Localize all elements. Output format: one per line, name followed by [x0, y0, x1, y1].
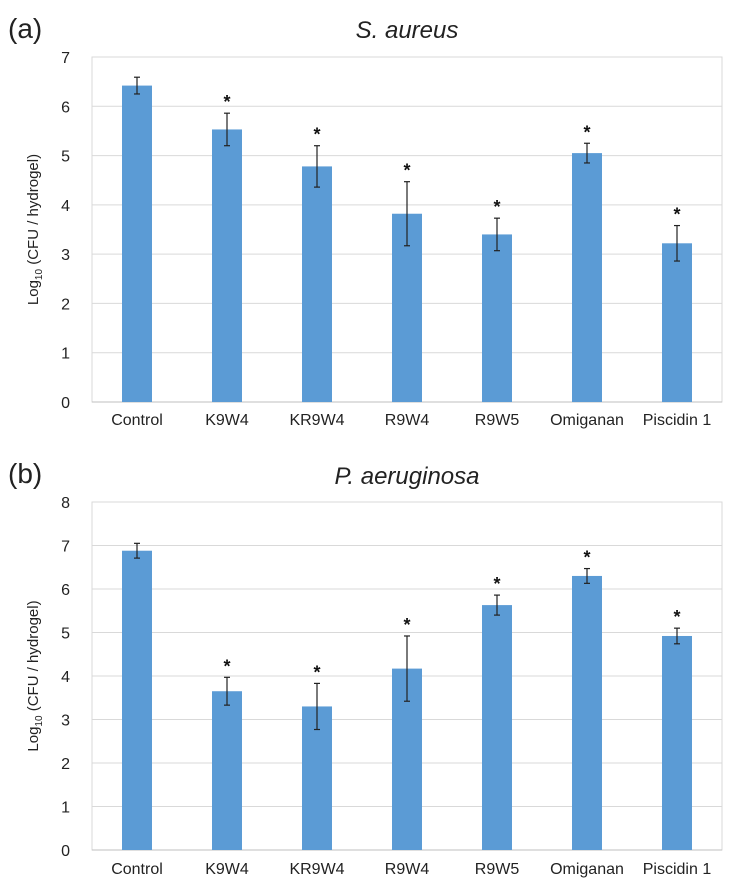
bar	[122, 85, 152, 402]
x-tick-label: Piscidin 1	[643, 412, 712, 429]
y-tick-label: 4	[61, 198, 70, 215]
y-axis-label-units: (CFU / hydrogel)	[25, 154, 42, 269]
x-tick-label: KR9W4	[289, 412, 344, 429]
y-axis-label-units: (CFU / hydrogel)	[25, 600, 42, 715]
y-tick-label: 7	[61, 539, 70, 556]
significance-marker: *	[223, 92, 230, 112]
y-tick-label: 0	[61, 843, 70, 860]
x-tick-label: K9W4	[205, 412, 249, 429]
y-tick-label: 7	[61, 50, 70, 67]
x-tick-label: Control	[111, 412, 163, 429]
y-tick-label: 1	[61, 800, 70, 817]
significance-marker: *	[223, 656, 230, 676]
bar	[662, 243, 692, 402]
panel-label: (b)	[8, 458, 42, 489]
y-axis-label-main: Log	[25, 280, 42, 305]
chart-title: P. aeruginosa	[334, 463, 479, 490]
significance-marker: *	[583, 548, 590, 568]
significance-marker: *	[583, 122, 590, 142]
significance-marker: *	[403, 161, 410, 181]
significance-marker: *	[403, 615, 410, 635]
y-axis-label: Log10 (CFU / hydrogel)	[25, 600, 45, 751]
x-tick-label: R9W5	[475, 412, 520, 429]
panel-b: (b) P. aeruginosa 0 1 2 3 4 5 6 7 8 Log10 (CFU / hy…	[8, 458, 723, 878]
y-tick-label: 3	[61, 247, 70, 264]
bar	[302, 166, 332, 402]
panel-label: (a)	[8, 13, 42, 44]
bar	[212, 129, 242, 402]
y-tick-label: 2	[61, 296, 70, 313]
y-tick-label: 5	[61, 149, 70, 166]
bar	[302, 706, 332, 850]
y-tick-label: 5	[61, 626, 70, 643]
y-tick-label: 2	[61, 756, 70, 773]
bar	[572, 575, 602, 850]
y-axis-label-subscript: 10	[34, 269, 45, 281]
significance-marker: *	[493, 197, 500, 217]
x-tick-label: R9W4	[385, 412, 430, 429]
bar	[662, 635, 692, 850]
y-tick-label: 0	[61, 395, 70, 412]
x-tick-label: Omiganan	[550, 412, 624, 429]
chart-title: S. aureus	[356, 17, 459, 44]
y-tick-label: 6	[61, 99, 70, 116]
significance-marker: *	[673, 607, 680, 627]
y-tick-label: 8	[61, 495, 70, 512]
significance-marker: *	[313, 125, 320, 145]
x-tick-label: Control	[111, 861, 163, 878]
bar	[572, 153, 602, 402]
y-tick-label: 3	[61, 713, 70, 730]
y-axis-label-subscript: 10	[34, 715, 45, 727]
bar	[212, 691, 242, 850]
panel-a: (a) S. aureus 0 1 2 3 4 5 6 7 Log10 (CFU / hydroge…	[8, 13, 723, 429]
x-tick-label: Omiganan	[550, 861, 624, 878]
x-tick-label: R9W5	[475, 861, 520, 878]
x-tick-label: K9W4	[205, 861, 249, 878]
significance-marker: *	[673, 205, 680, 225]
y-axis-label-main: Log	[25, 727, 42, 752]
y-axis-label: Log10 (CFU / hydrogel)	[25, 154, 45, 305]
y-tick-label: 6	[61, 582, 70, 599]
significance-marker: *	[493, 574, 500, 594]
y-tick-label: 1	[61, 346, 70, 363]
bar	[482, 605, 512, 850]
x-tick-label: Piscidin 1	[643, 861, 712, 878]
y-tick-label: 4	[61, 669, 70, 686]
significance-marker: *	[313, 662, 320, 682]
bar	[482, 234, 512, 402]
x-tick-label: KR9W4	[289, 861, 344, 878]
x-tick-label: R9W4	[385, 861, 430, 878]
bar	[122, 550, 152, 850]
